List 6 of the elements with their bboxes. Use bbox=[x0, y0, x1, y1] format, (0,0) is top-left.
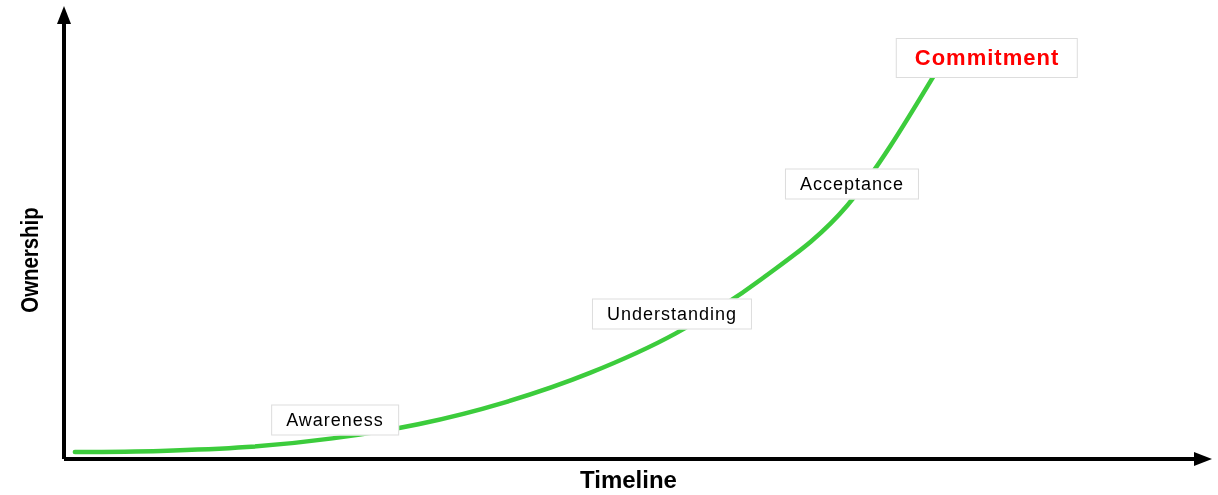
text: Commitment bbox=[895, 38, 1079, 78]
annotation: Awareness bbox=[271, 404, 399, 436]
annotation: Understanding bbox=[591, 298, 753, 330]
x-axis-title: Timeline bbox=[580, 466, 677, 494]
y-axis-title: Ownership bbox=[16, 207, 44, 313]
annotation: Acceptance bbox=[784, 168, 920, 200]
